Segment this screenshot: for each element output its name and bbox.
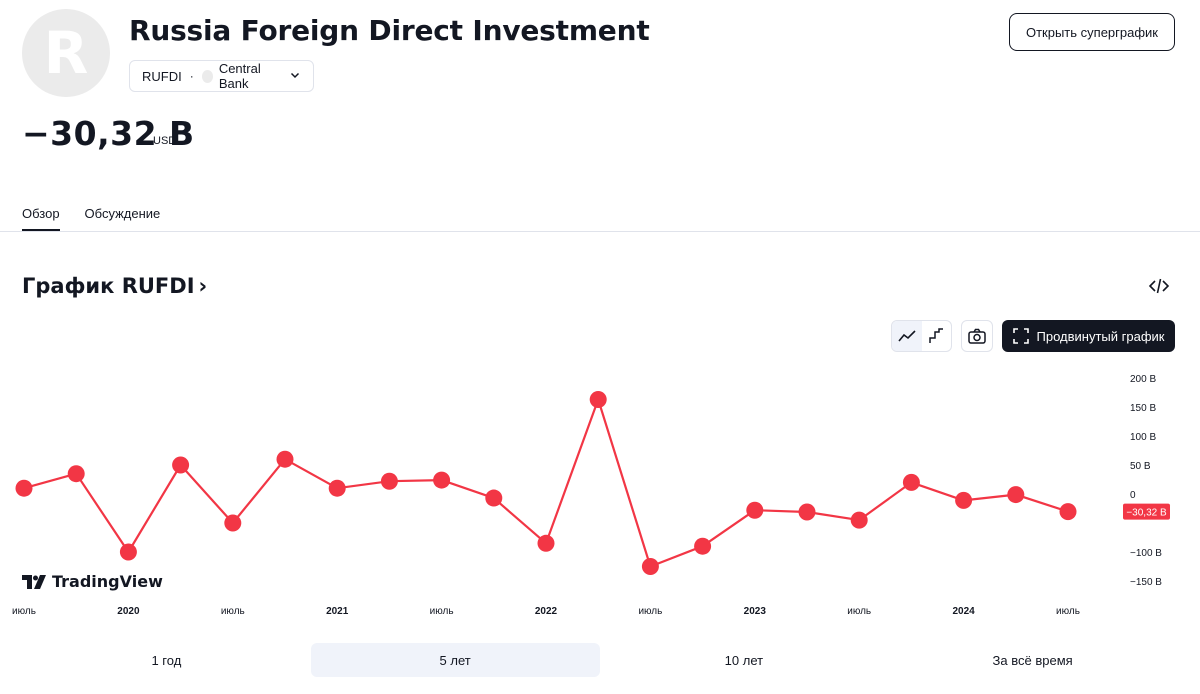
- y-tick-label: 200 B: [1130, 374, 1156, 385]
- x-tick-label: июль: [847, 606, 871, 617]
- avatar: R: [22, 9, 110, 97]
- tabs-divider: [0, 231, 1200, 232]
- symbol-separator: ·: [189, 69, 194, 83]
- range-all[interactable]: За всё время: [992, 652, 1073, 668]
- source-icon: [201, 69, 213, 83]
- current-value: −30,32 B: [22, 114, 195, 153]
- data-point[interactable]: [589, 390, 607, 408]
- data-point[interactable]: [172, 456, 190, 474]
- tradingview-icon: [22, 574, 46, 589]
- source-label: Central Bank: [218, 61, 261, 91]
- data-point[interactable]: [380, 472, 398, 490]
- fullscreen-icon: [1012, 328, 1029, 344]
- data-point[interactable]: [276, 450, 294, 468]
- data-point[interactable]: [328, 479, 346, 497]
- snapshot-button[interactable]: [961, 320, 993, 352]
- step-chart-icon: [929, 328, 944, 343]
- tabs-bar: Обзор Обсуждение: [22, 206, 160, 232]
- tab-discussion[interactable]: Обсуждение: [84, 206, 161, 221]
- chart-heading-label: График RUFDI: [22, 274, 195, 298]
- symbol-selector[interactable]: RUFDI · Central Bank: [129, 60, 314, 92]
- y-tick-label: 150 B: [1130, 403, 1156, 414]
- data-point[interactable]: [1007, 486, 1025, 504]
- x-tick-label: июль: [221, 606, 245, 617]
- range-10y[interactable]: 10 лет: [724, 652, 764, 668]
- y-tick-label: −150 B: [1130, 577, 1162, 588]
- data-point[interactable]: [15, 479, 33, 497]
- data-point[interactable]: [902, 473, 920, 491]
- tradingview-logo[interactable]: TradingView: [22, 572, 163, 591]
- page-title: Russia Foreign Direct Investment: [129, 14, 650, 47]
- advanced-chart-label: Продвинутый график: [1036, 328, 1165, 344]
- currency-label: USD: [153, 135, 177, 147]
- chart-heading-link[interactable]: График RUFDI ›: [22, 274, 207, 298]
- tradingview-logo-text: TradingView: [52, 572, 163, 591]
- y-tick-label: 50 B: [1130, 461, 1151, 472]
- y-tick-label: −100 B: [1130, 548, 1162, 559]
- chevron-down-icon: [289, 69, 301, 84]
- chevron-right-icon: ›: [198, 274, 208, 298]
- chart-style-toggle: [891, 320, 952, 352]
- line-chart[interactable]: 200 B 150 B 100 B 50 B 0 −100 B −150 B −30,32 B…: [0, 360, 1200, 622]
- range-1y[interactable]: 1 год: [151, 652, 182, 668]
- x-tick-label: июль: [1056, 606, 1080, 617]
- camera-icon: [968, 328, 986, 344]
- x-tick-label: июль: [638, 606, 662, 617]
- advanced-chart-button[interactable]: Продвинутый график: [1002, 320, 1175, 352]
- data-point[interactable]: [694, 537, 712, 555]
- tab-overview[interactable]: Обзор: [22, 206, 60, 232]
- data-point[interactable]: [485, 489, 503, 507]
- step-style-button[interactable]: [922, 321, 952, 351]
- data-point[interactable]: [119, 543, 137, 561]
- data-point[interactable]: [537, 534, 555, 552]
- last-value-badge: [1123, 503, 1170, 520]
- data-point[interactable]: [641, 558, 659, 575]
- range-5y[interactable]: 5 лет: [310, 643, 600, 677]
- data-point[interactable]: [955, 491, 973, 509]
- x-tick-label: 2023: [744, 606, 767, 617]
- data-point[interactable]: [798, 503, 816, 521]
- open-supergraph-button[interactable]: Открыть суперграфик: [1009, 13, 1175, 51]
- data-point[interactable]: [746, 501, 764, 519]
- embed-code-icon[interactable]: [1148, 276, 1170, 296]
- x-tick-label: 2021: [326, 606, 349, 617]
- line-chart-icon: [898, 330, 916, 342]
- y-tick-label: 0: [1130, 490, 1136, 501]
- y-tick-label: 100 B: [1130, 432, 1156, 443]
- data-point[interactable]: [850, 511, 868, 529]
- data-point[interactable]: [433, 471, 451, 489]
- data-point[interactable]: [224, 514, 242, 532]
- x-tick-label: июль: [430, 606, 454, 617]
- last-value-label: −30,32 B: [1126, 508, 1167, 519]
- line-style-button[interactable]: [892, 321, 922, 351]
- x-tick-label: 2024: [952, 606, 975, 617]
- data-point[interactable]: [67, 465, 85, 483]
- data-point[interactable]: [1059, 503, 1077, 521]
- x-tick-label: 2020: [117, 606, 140, 617]
- x-tick-label: июль: [12, 606, 36, 617]
- range-selector: 1 год 5 лет 10 лет За всё время: [22, 643, 1177, 677]
- x-tick-label: 2022: [535, 606, 558, 617]
- symbol-label: RUFDI: [142, 68, 182, 84]
